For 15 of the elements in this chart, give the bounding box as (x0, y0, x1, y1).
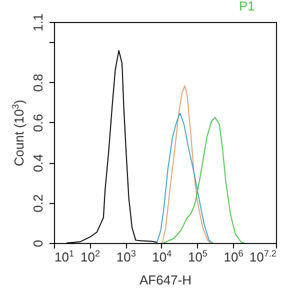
y-tick-label: 0.2 (30, 194, 46, 212)
x-tick-label: 10$^{7.2}$ (249, 248, 276, 264)
x-tick-label: 10$^{5}$ (188, 248, 208, 264)
x-tick-label: 10$^{6}$ (224, 248, 244, 264)
x-tick-label: 10$^{3}$ (116, 248, 136, 264)
x-axis-title: AF647-H (139, 272, 192, 288)
x-tick-label: 10$^{4}$ (152, 248, 172, 264)
text: P1 (239, 0, 255, 14)
y-tick-label: 0.8 (30, 74, 46, 92)
y-tick-label: 0.6 (30, 114, 46, 132)
x-tick-label: 10$^{1}$ (54, 248, 74, 264)
y-tick-label: 0.4 (30, 154, 46, 172)
y-tick-label: 1.1 (30, 13, 46, 32)
y-tick-label: 0 (30, 240, 46, 248)
x-tick-label: 10$^{2}$ (80, 248, 100, 264)
